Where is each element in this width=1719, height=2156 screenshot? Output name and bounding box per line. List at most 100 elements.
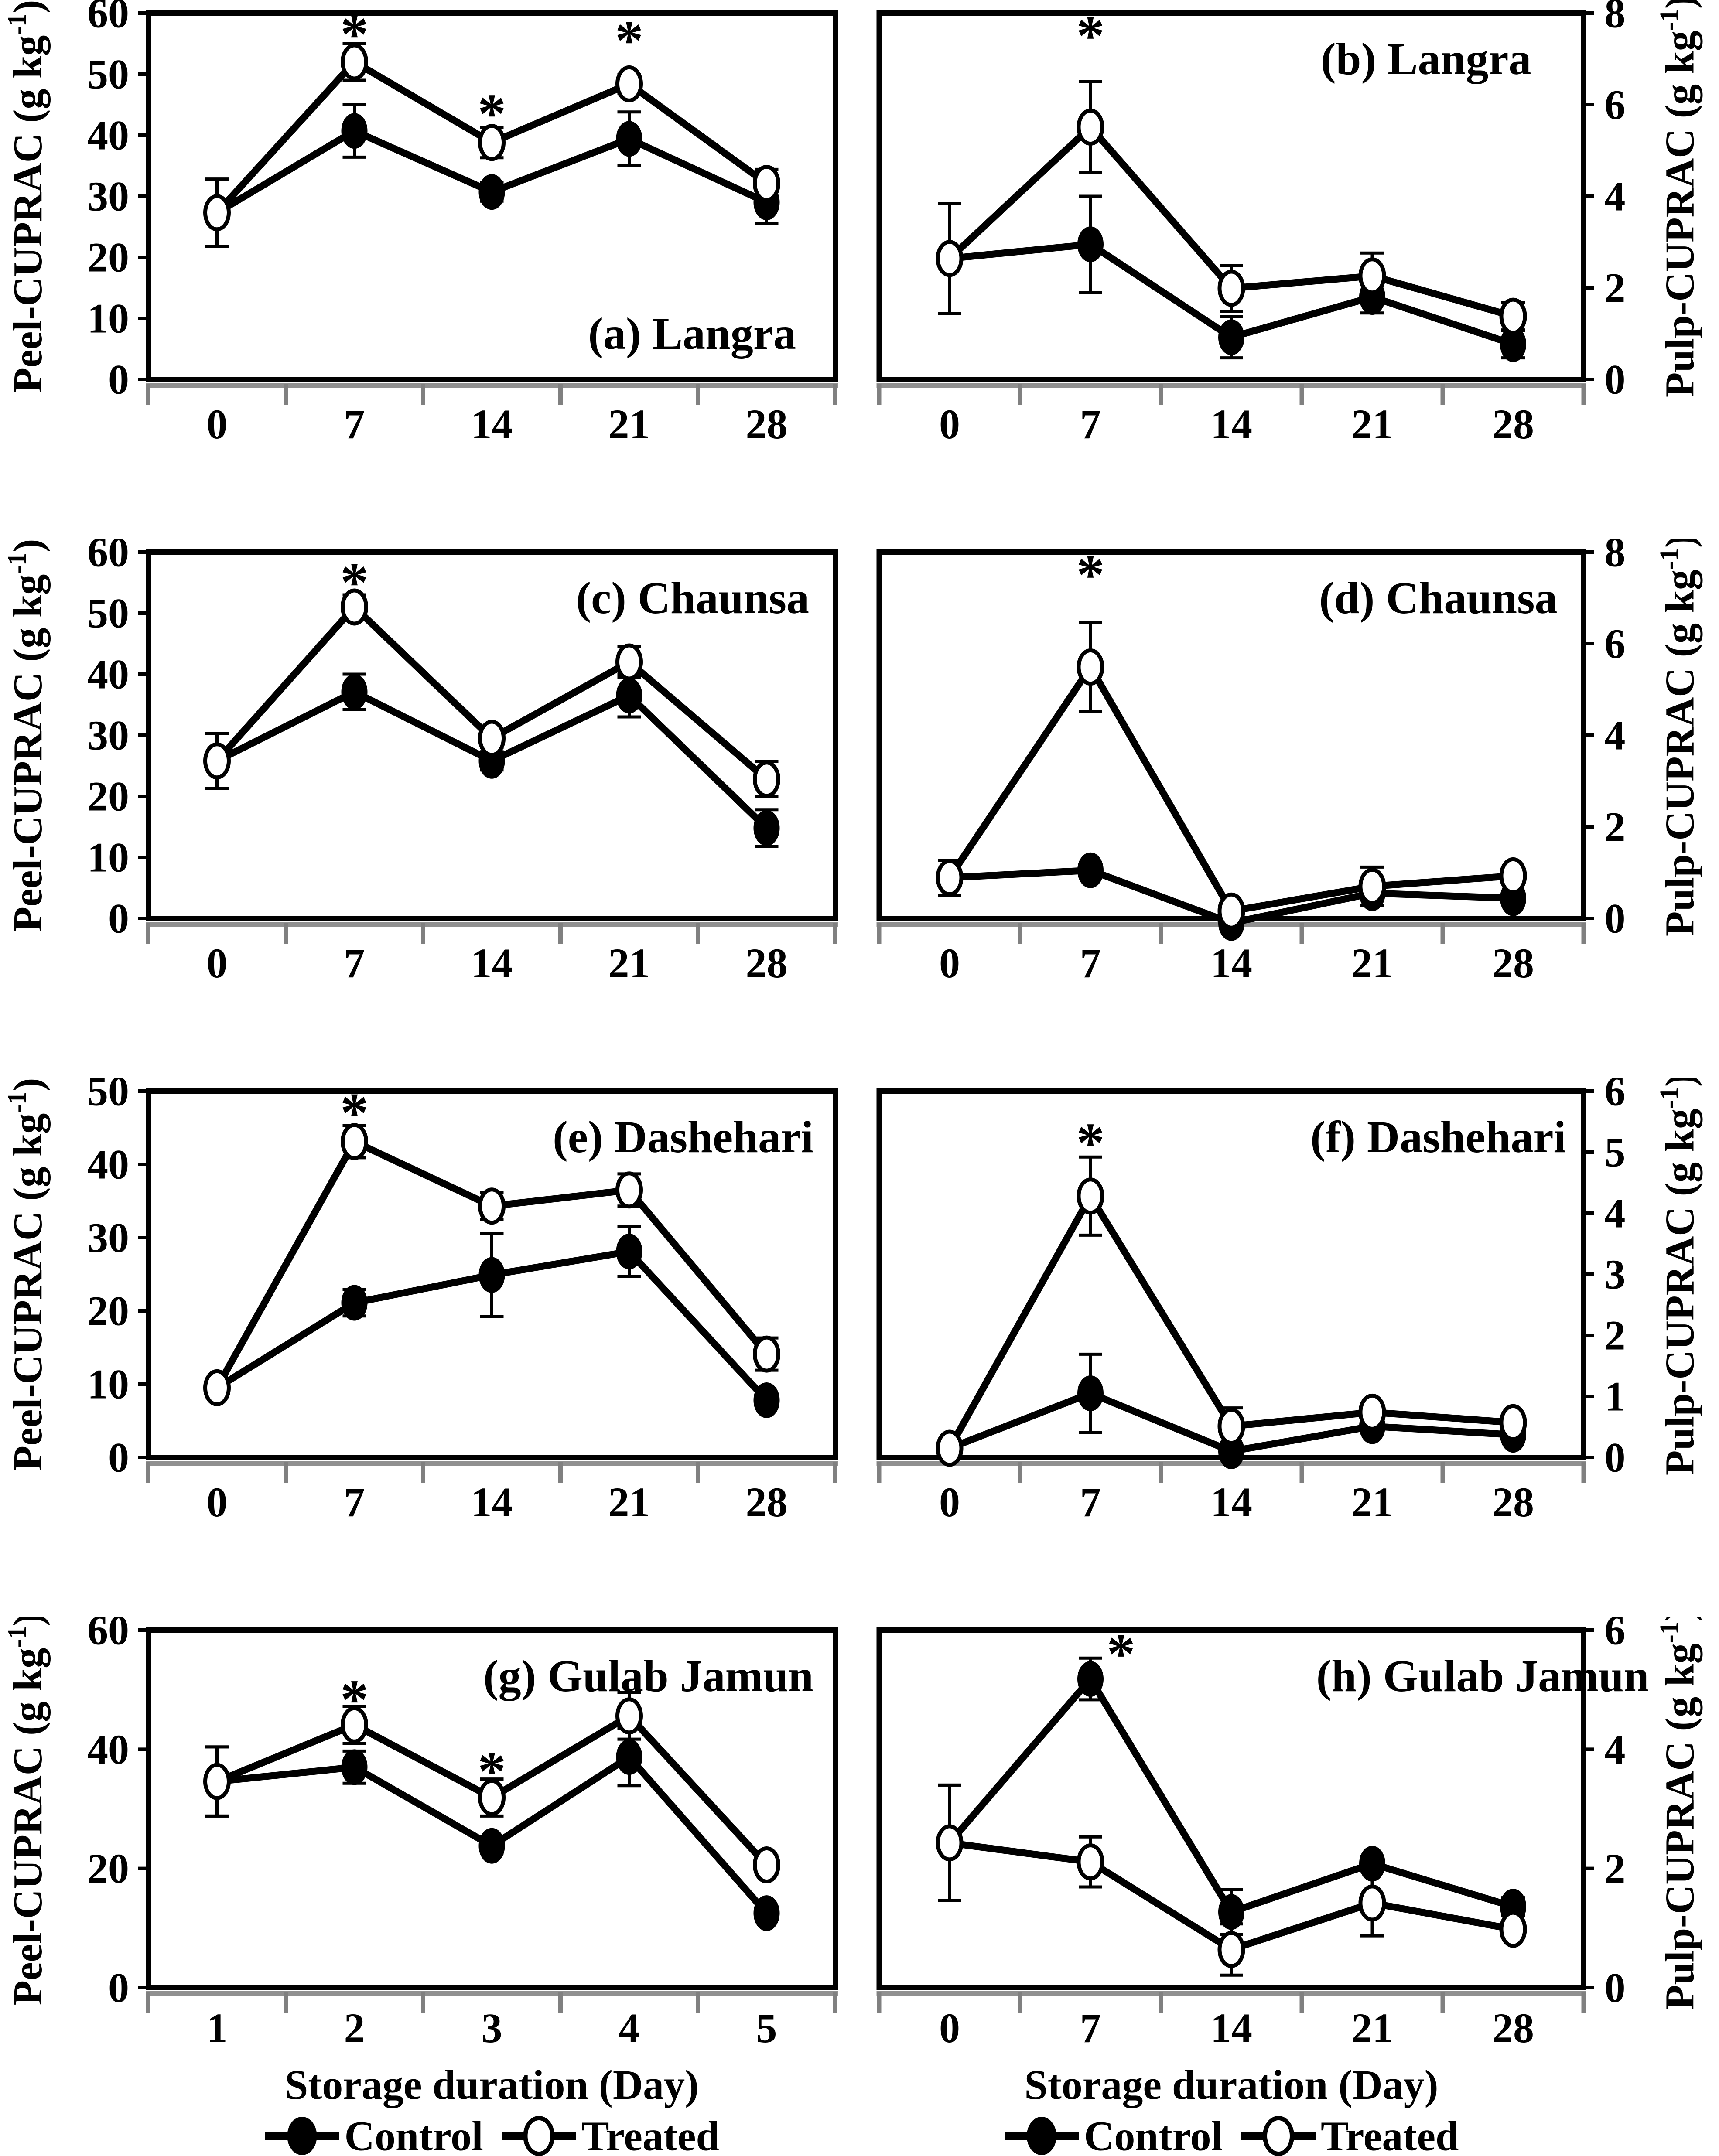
x-tick-label: 28 [746, 940, 788, 986]
legend-item-treated: Treated [1241, 2113, 1459, 2156]
legend-item-treated: Treated [502, 2113, 719, 2156]
open-circle-marker [753, 1846, 780, 1883]
open-circle-marker [203, 194, 231, 232]
open-circle-marker [1077, 1843, 1104, 1881]
x-tick-label: 0 [939, 401, 960, 447]
open-circle-marker [203, 742, 231, 780]
filled-circle-marker [1077, 226, 1104, 263]
legend-open-marker [1263, 2116, 1294, 2156]
x-tick-label: 7 [1080, 2005, 1101, 2051]
y-tick-label: 20 [87, 773, 129, 820]
chart-g: 0 20 40 60 1 2 3 4 5 Peel-CUPRAC (g kg-1) * * (g) Gu… [3, 1617, 838, 2156]
open-circle-marker [341, 588, 368, 626]
series-treated [936, 1155, 1527, 1467]
panel-c-peel-chaunsa: 0 10 20 30 40 50 60 0 7 14 21 28 Peel-CUPRAC (g kg-1… [0, 539, 859, 1078]
y-tick-label: 2 [1605, 1845, 1626, 1892]
significance-asterisk: * [340, 551, 369, 614]
y-tick-label: 2 [1605, 1312, 1626, 1359]
open-circle-marker [341, 1123, 368, 1160]
x-tick-label: 7 [344, 1479, 365, 1525]
y-tick-label: 40 [87, 1726, 129, 1773]
x-tick-label: 14 [471, 940, 513, 986]
x-tick-label: 4 [619, 2005, 640, 2051]
y-tick-label: 50 [87, 1078, 129, 1115]
filled-circle-marker [1077, 1661, 1104, 1697]
chart-f: 0 1 2 3 4 5 6 0 7 14 21 28 Pulp-CUPRAC (g kg-1) * (f) … [876, 1078, 1703, 1525]
x-tick-label: 21 [608, 940, 650, 986]
plot-box [876, 1088, 1586, 1460]
y-tick-label: 0 [108, 1965, 129, 2011]
x-tick-label: 7 [1080, 1479, 1101, 1525]
filled-circle-marker [616, 678, 642, 713]
filled-circle-marker [753, 810, 780, 846]
series-treated [203, 1123, 780, 1406]
y-tick-label: 50 [87, 590, 129, 637]
open-circle-marker [936, 1429, 964, 1467]
y-tick-label: 8 [1605, 0, 1626, 37]
y-tick-label: 0 [108, 1434, 129, 1481]
x-tick-label: 28 [746, 401, 788, 447]
x-tick-label: 28 [1492, 2005, 1534, 2051]
panel-title: (c) Chaunsa [576, 573, 809, 623]
legend-label: Treated [581, 2113, 719, 2156]
y-tick-label: 8 [1605, 539, 1626, 576]
open-circle-marker [341, 1706, 368, 1743]
significance-asterisk: * [1077, 1112, 1105, 1174]
chart-h: 0 2 4 6 0 7 14 21 28 Pulp-CUPRAC (g kg-1) * (h) Gul… [876, 1617, 1703, 2156]
filled-circle-marker [753, 1895, 780, 1931]
open-circle-marker [753, 165, 780, 202]
x-tick-label: 28 [746, 1479, 788, 1525]
y-tick-label: 60 [87, 1617, 129, 1654]
open-circle-marker [1358, 868, 1386, 905]
y-axis-label: Peel-CUPRAC (g kg-1) [3, 539, 51, 932]
significance-asterisk: * [340, 1668, 369, 1731]
legend-label: Treated [1321, 2113, 1459, 2156]
y-tick-label: 40 [87, 651, 129, 698]
open-circle-marker [1077, 648, 1104, 686]
y-tick-label: 10 [87, 1361, 129, 1408]
open-circle-marker [753, 1335, 780, 1373]
filled-circle-marker [478, 1257, 505, 1293]
y-tick-label: 4 [1605, 1190, 1626, 1237]
y-tick-label: 1 [1605, 1373, 1626, 1420]
open-circle-marker [1077, 1177, 1104, 1215]
y-tick-label: 3 [1605, 1251, 1626, 1298]
series-treated [936, 621, 1527, 930]
x-tick-label: 2 [344, 2005, 365, 2051]
x-tick-label: 21 [608, 1479, 650, 1525]
x-axis-title: Storage duration (Day) [285, 2061, 699, 2108]
x-tick-label: 14 [1210, 2005, 1252, 2051]
legend-open-marker [523, 2116, 555, 2156]
series-treated [203, 42, 780, 248]
y-tick-label: 30 [87, 173, 129, 220]
open-circle-marker [1217, 1408, 1245, 1445]
open-circle-marker [1499, 1910, 1527, 1948]
open-circle-marker [1499, 1404, 1527, 1441]
series-treated [203, 588, 780, 798]
panel-title: (b) Langra [1321, 34, 1531, 84]
open-circle-marker [615, 1697, 643, 1735]
legend-label: Control [345, 2113, 483, 2156]
x-tick-label: 21 [608, 401, 650, 447]
x-tick-label: 3 [482, 2005, 502, 2051]
filled-circle-marker [616, 121, 642, 157]
panel-a-peel-langra: 0 10 20 30 40 50 60 0 7 14 21 28 Peel-CUPRAC (g kg-1… [0, 0, 859, 539]
y-axis-label: Pulp-CUPRAC (g kg-1) [1655, 1078, 1703, 1475]
y-tick-label: 10 [87, 295, 129, 342]
chart-a: 0 10 20 30 40 50 60 0 7 14 21 28 Peel-CUPRAC (g kg-1… [3, 0, 838, 447]
x-tick-label: 14 [471, 1479, 513, 1525]
significance-asterisk: * [1077, 544, 1105, 607]
filled-circle-marker [341, 1285, 368, 1321]
filled-circle-marker [341, 1749, 368, 1785]
panel-g-peel-gulabjamun: 0 20 40 60 1 2 3 4 5 Peel-CUPRAC (g kg-1) * * (g) Gu… [0, 1617, 859, 2156]
panel-title: (g) Gulab Jamun [483, 1651, 813, 1701]
open-circle-marker [1499, 857, 1527, 894]
filled-circle-marker [616, 1739, 642, 1775]
x-tick-label: 0 [207, 1479, 228, 1525]
y-tick-label: 30 [87, 712, 129, 759]
significance-asterisk: * [1077, 5, 1105, 68]
x-tick-label: 21 [1351, 1479, 1393, 1525]
open-circle-marker [1217, 1931, 1245, 1968]
y-tick-label: 0 [108, 895, 129, 942]
open-circle-marker [936, 859, 964, 897]
